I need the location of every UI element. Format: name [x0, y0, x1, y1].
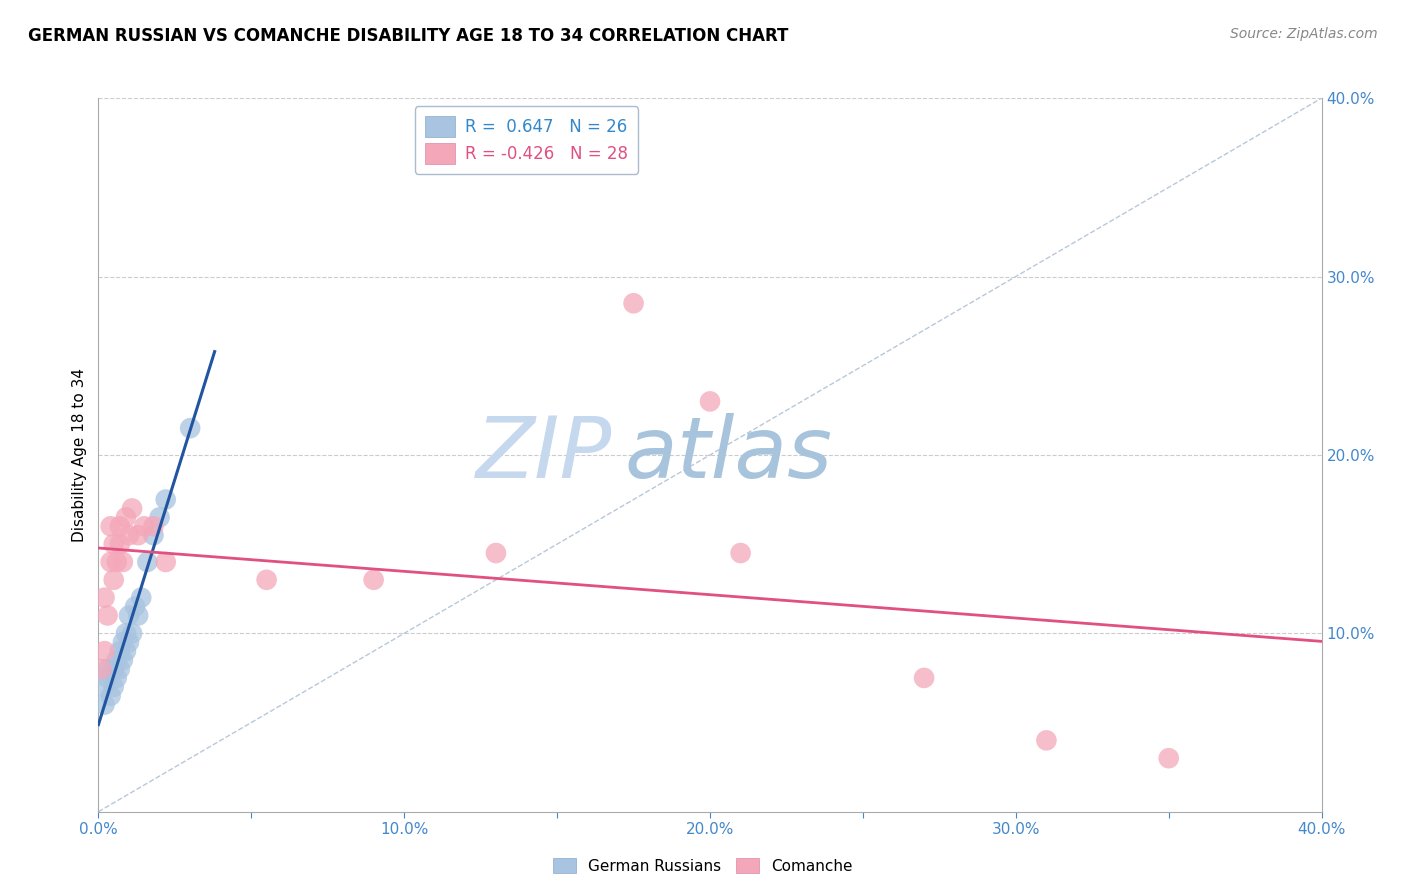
Point	[118, 528, 141, 542]
Point	[97, 608, 120, 623]
Point	[1035, 733, 1057, 747]
Point	[730, 546, 752, 560]
Point	[108, 662, 131, 676]
Point	[100, 519, 122, 533]
Y-axis label: Disability Age 18 to 34: Disability Age 18 to 34	[72, 368, 87, 542]
Point	[111, 653, 134, 667]
Point	[256, 573, 278, 587]
Point	[100, 555, 122, 569]
Point	[134, 519, 156, 533]
Point	[93, 680, 115, 694]
Point	[118, 608, 141, 623]
Point	[127, 608, 149, 623]
Point	[149, 510, 172, 524]
Point	[155, 492, 177, 507]
Text: ZIP: ZIP	[475, 413, 612, 497]
Point	[111, 635, 134, 649]
Point	[142, 519, 165, 533]
Point	[1157, 751, 1180, 765]
Point	[97, 671, 120, 685]
Point	[179, 421, 201, 435]
Legend: German Russians, Comanche: German Russians, Comanche	[547, 852, 859, 880]
Legend: R =  0.647   N = 26, R = -0.426   N = 28: R = 0.647 N = 26, R = -0.426 N = 28	[415, 106, 638, 174]
Text: GERMAN RUSSIAN VS COMANCHE DISABILITY AGE 18 TO 34 CORRELATION CHART: GERMAN RUSSIAN VS COMANCHE DISABILITY AG…	[28, 27, 789, 45]
Point	[485, 546, 508, 560]
Point	[103, 573, 125, 587]
Text: Source: ZipAtlas.com: Source: ZipAtlas.com	[1230, 27, 1378, 41]
Point	[142, 528, 165, 542]
Point	[121, 626, 143, 640]
Point	[115, 644, 138, 658]
Point	[912, 671, 935, 685]
Point	[124, 599, 146, 614]
Point	[93, 698, 115, 712]
Point	[155, 555, 177, 569]
Point	[115, 510, 138, 524]
Point	[623, 296, 645, 310]
Point	[115, 626, 138, 640]
Point	[136, 555, 159, 569]
Point	[127, 528, 149, 542]
Point	[699, 394, 721, 409]
Point	[103, 680, 125, 694]
Point	[105, 555, 128, 569]
Text: atlas: atlas	[624, 413, 832, 497]
Point	[103, 537, 125, 551]
Point	[129, 591, 152, 605]
Point	[118, 635, 141, 649]
Point	[363, 573, 385, 587]
Point	[93, 644, 115, 658]
Point	[108, 537, 131, 551]
Point	[105, 671, 128, 685]
Point	[93, 591, 115, 605]
Point	[111, 555, 134, 569]
Point	[121, 501, 143, 516]
Point	[100, 689, 122, 703]
Point	[90, 662, 112, 676]
Point	[103, 662, 125, 676]
Point	[97, 662, 120, 676]
Point	[108, 644, 131, 658]
Point	[108, 519, 131, 533]
Point	[105, 653, 128, 667]
